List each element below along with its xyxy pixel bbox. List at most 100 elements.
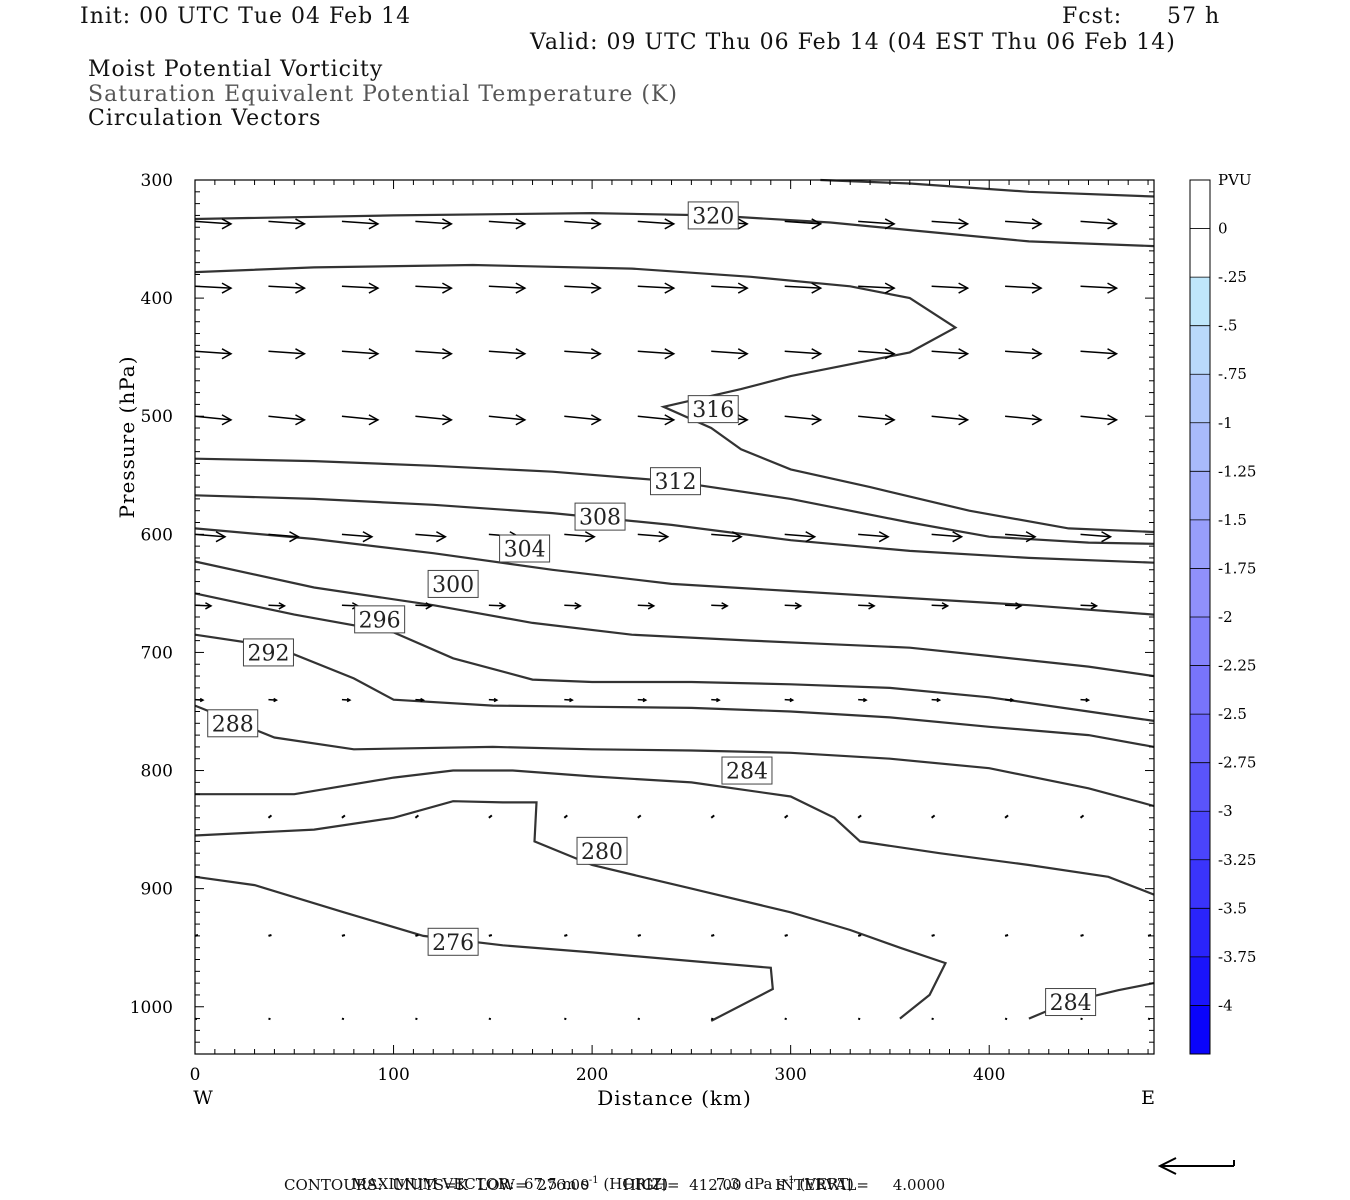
vector-arrowhead: [584, 531, 596, 543]
colorbar-band: [1190, 325, 1210, 375]
vector-arrowhead: [590, 218, 602, 230]
vector-arrow: [637, 1017, 641, 1021]
y-tick-label: 1000: [130, 998, 173, 1018]
y-tick-label: 700: [141, 643, 173, 663]
colorbar-band: [1190, 714, 1210, 764]
vector-arrow: [268, 934, 272, 937]
vector-arrow: [341, 533, 372, 538]
vector-arrow: [857, 1017, 861, 1021]
contour-label-box: [574, 502, 626, 531]
vector-arrow: [784, 604, 801, 607]
vector-arrowhead: [515, 414, 527, 426]
contour-292: [194, 633, 1155, 748]
colorbar-band: [1190, 568, 1210, 618]
pvu-colorbar: PVU 0 -.25 -.5 -.75 -1 -1.25 -1.5 -1.75 -2 -2.25 -2…: [1189, 171, 1256, 1055]
y-tick-label: 800: [141, 762, 173, 782]
vector-arrow: [857, 814, 862, 819]
vector-arrowhead: [1107, 282, 1119, 294]
vector-arrowhead: [658, 531, 670, 543]
field-title-mpv: Moist Potential Vorticity: [88, 57, 384, 82]
vector-arrow: [564, 934, 568, 937]
max-vert-tag: (VERT): [799, 1175, 854, 1193]
vector-arrowhead: [868, 602, 876, 610]
vector-arrowhead: [1031, 282, 1043, 294]
vector-arrow: [1004, 934, 1009, 937]
vector-arrow: [858, 220, 895, 225]
vector-arrowhead: [205, 602, 213, 610]
vector-arrow: [1005, 533, 1036, 538]
vector-arrowhead: [642, 697, 648, 703]
forecast-hours: 57 h: [1167, 4, 1221, 29]
vector-arrowhead: [1031, 414, 1043, 426]
vector-arrowhead: [425, 602, 433, 610]
contour-label-280: 280: [581, 840, 623, 865]
vector-arrow: [341, 934, 346, 937]
vector-arrow: [1080, 934, 1084, 937]
vector-arrowhead: [1031, 218, 1043, 230]
contour-label-box: [687, 395, 739, 424]
vector-arrow: [194, 285, 232, 289]
vector-arrowhead: [368, 218, 380, 230]
vector-arrow: [1080, 350, 1117, 355]
vector-arrow: [1005, 604, 1022, 607]
vector-arrow: [488, 814, 493, 819]
vector-arrowhead: [442, 348, 453, 360]
vector-arrow: [341, 220, 378, 225]
vector-arrow: [488, 285, 525, 289]
colorbar-label: -1.75: [1218, 559, 1256, 577]
x-tick-label: 400: [973, 1065, 1005, 1085]
vector-arrowhead: [794, 602, 803, 610]
vector-arrowhead: [590, 348, 602, 360]
vector-arrow: [931, 1017, 934, 1021]
vector-arrow: [415, 220, 452, 225]
vector-arrow: [711, 285, 748, 289]
contour-label-box: [576, 836, 628, 865]
vector-arrow: [637, 350, 674, 355]
y-axis-title: Pressure (hPa): [115, 356, 139, 519]
vector-arrow: [637, 285, 674, 289]
colorbar-label: -3.25: [1218, 851, 1256, 869]
vector-arrow: [564, 533, 595, 538]
colorbar-band: [1190, 374, 1210, 424]
vector-arrowhead: [647, 602, 656, 610]
vector-arrowhead: [664, 414, 676, 426]
vector-arrowhead: [884, 414, 896, 426]
vector-arrow: [710, 1017, 714, 1021]
vector-arrow: [341, 1017, 345, 1021]
vector-arrowhead: [221, 282, 233, 294]
colorbar-band: [1190, 811, 1210, 861]
max-horiz-value: 67.5: [523, 1175, 558, 1193]
contour-label-292: 292: [247, 641, 289, 666]
init-time: Init: 00 UTC Tue 04 Feb 14: [80, 4, 412, 29]
plot-frame: [194, 179, 1155, 1055]
vector-arrow: [564, 604, 581, 607]
vector-arrow: [341, 350, 378, 355]
vector-arrowhead: [1107, 414, 1119, 426]
colorbar-band: [1190, 665, 1210, 715]
vector-arrowhead: [1090, 602, 1099, 610]
colorbar-label: -2: [1218, 608, 1233, 626]
vector-arrow: [415, 604, 432, 607]
contour-label-304: 304: [504, 537, 546, 562]
vector-arrow: [488, 604, 505, 607]
contour-lines: [194, 178, 1155, 1022]
vector-arrow: [710, 934, 715, 937]
east-label: E: [1141, 1087, 1155, 1109]
vector-arrow: [415, 934, 419, 937]
vector-arrow: [784, 285, 821, 289]
vector-arrow: [1004, 814, 1009, 819]
vector-arrowhead: [958, 282, 970, 294]
vector-arrowhead: [515, 348, 527, 360]
vector-arrow: [415, 1017, 418, 1021]
vector-arrowhead: [731, 531, 743, 543]
vector-arrowhead: [884, 218, 896, 230]
vector-arrow: [931, 604, 948, 607]
vector-arrow: [931, 350, 968, 355]
vector-arrowhead: [515, 218, 527, 230]
contour-label-284: 284: [726, 760, 768, 785]
contour-label-box: [354, 605, 406, 634]
vector-arrow: [710, 814, 715, 819]
vector-arrow: [637, 533, 668, 538]
vector-arrow: [488, 350, 525, 355]
colorbar-band: [1190, 180, 1210, 230]
